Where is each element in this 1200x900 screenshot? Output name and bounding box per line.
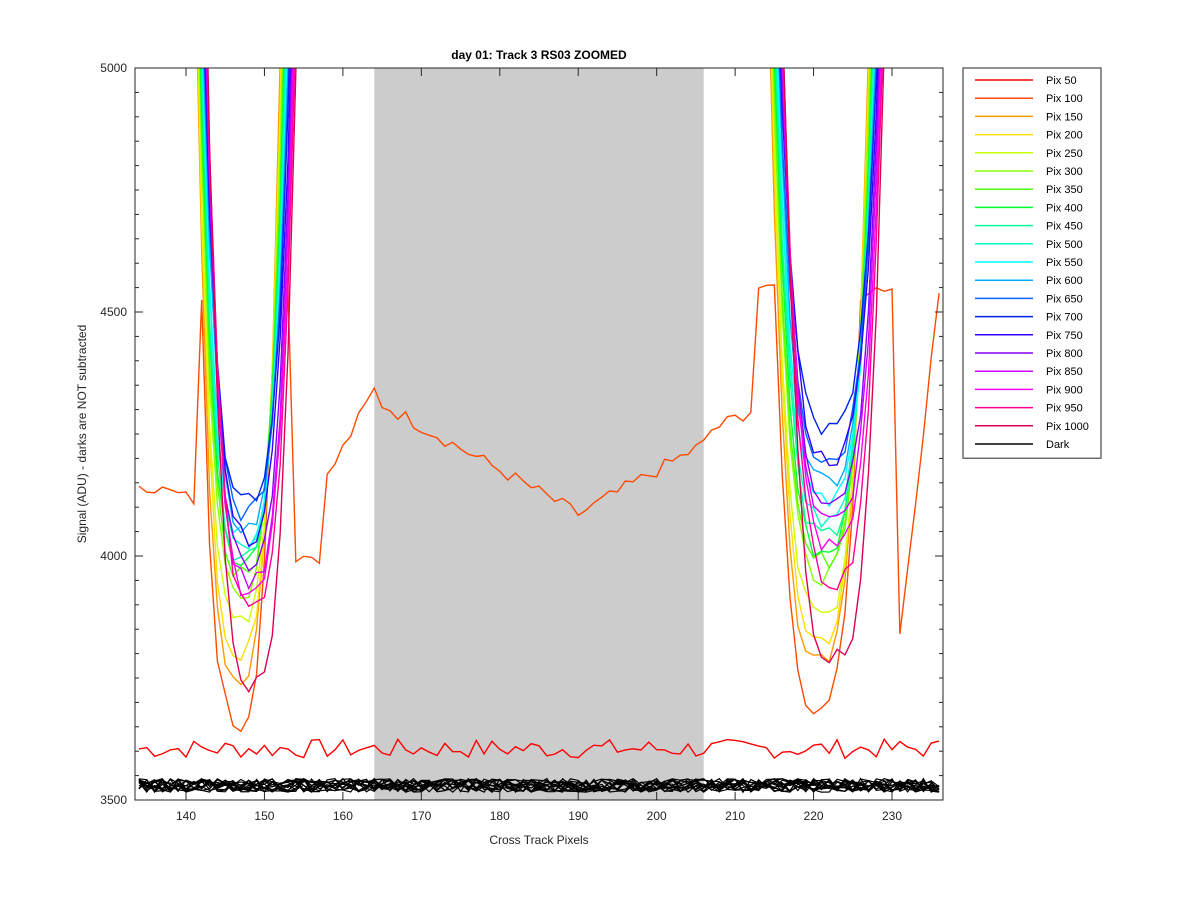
series-line-pix-950 [206,68,883,608]
x-tick-label: 150 [254,809,274,823]
legend-label: Pix 650 [1046,293,1083,305]
series-line-pix-50 [138,737,940,760]
legend-box [962,67,1102,459]
series-line-pix-700 [204,68,878,502]
x-tick-label: 230 [882,809,902,823]
y-axis-label: Signal (ADU) - darks are NOT subtracted [75,325,89,544]
legend-label: Pix 100 [1046,93,1083,105]
legend-label: Pix 400 [1046,202,1083,214]
y-tick-label: 4000 [100,549,127,563]
x-axis-label: Cross Track Pixels [489,833,588,847]
x-tick-label: 170 [411,809,431,823]
x-tick-label: 180 [490,809,510,823]
legend-label: Pix 450 [1046,221,1083,233]
legend-label: Pix 550 [1046,257,1083,269]
legend-label: Pix 600 [1046,275,1083,287]
y-tick-label: 3500 [100,793,127,807]
series-line-pix-1000 [207,68,885,693]
legend-label: Pix 50 [1046,75,1077,87]
legend-label: Pix 200 [1046,130,1083,142]
legend-label: Pix 700 [1046,312,1083,324]
x-tick-label: 200 [647,809,667,823]
x-tick-label: 160 [333,809,353,823]
series-line-dark [138,777,940,793]
legend-label: Pix 150 [1046,111,1083,123]
legend-label: Dark [1046,439,1070,451]
legend-label: Pix 1000 [1046,421,1089,433]
chart-title: day 01: Track 3 RS03 ZOOMED [451,48,627,62]
x-tick-label: 220 [804,809,824,823]
series-line-pix-800 [205,68,880,572]
series-line-pix-900 [206,68,882,597]
legend-label: Pix 750 [1046,330,1083,342]
legend-label: Pix 500 [1046,239,1083,251]
legend-label: Pix 250 [1046,148,1083,160]
legend: Pix 50 Pix 100 Pix 150 Pix 200 Pix 250 Pix 30… [962,67,1102,459]
axis-ticks: 140 150 160 170 180 190 200 210 220 230 3500 4000 45… [100,61,943,823]
legend-label: Pix 950 [1046,403,1083,415]
legend-label: Pix 300 [1046,166,1083,178]
series-line-dark [138,777,940,794]
x-tick-label: 210 [725,809,745,823]
y-tick-label: 4500 [100,305,127,319]
series-line-dark [138,777,940,793]
x-tick-label: 190 [568,809,588,823]
series-line-dark [138,777,940,793]
series-lines [138,68,940,794]
legend-label: Pix 350 [1046,184,1083,196]
shaded-region [374,68,704,800]
legend-label: Pix 850 [1046,366,1083,378]
y-tick-label: 5000 [100,61,127,75]
series-line-pix-750 [204,68,879,548]
x-tick-label: 140 [176,809,196,823]
legend-label: Pix 900 [1046,384,1083,396]
legend-label: Pix 800 [1046,348,1083,360]
